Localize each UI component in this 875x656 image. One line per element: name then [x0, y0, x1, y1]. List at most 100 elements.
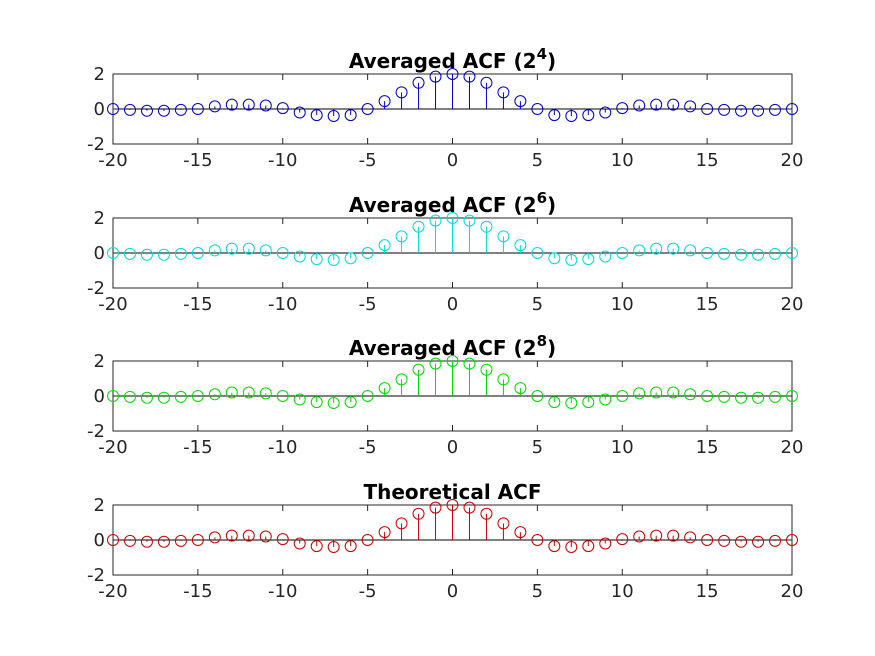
stem-marker: [276, 102, 289, 115]
y-tick-label: 0: [94, 243, 105, 264]
x-tick-label: 20: [781, 150, 804, 171]
stem-marker: [276, 390, 289, 402]
stem-marker: [259, 387, 272, 400]
stem-marker: [412, 76, 425, 89]
title-exponent: 4: [537, 45, 547, 63]
stem-marker: [395, 373, 408, 386]
stem-marker: [310, 540, 323, 553]
stem-marker: [514, 95, 527, 108]
chart-title: Averaged ACF (26): [349, 189, 556, 217]
stem-marker: [344, 252, 357, 265]
x-tick-label: 10: [611, 581, 634, 602]
title-exponent: 8: [537, 332, 547, 350]
x-tick-label: -20: [98, 150, 127, 171]
stem-marker: [123, 534, 136, 547]
stem-marker: [225, 242, 238, 255]
stem-marker: [548, 540, 561, 553]
stem-marker: [344, 396, 357, 409]
title-text: Averaged ACF (2: [349, 49, 537, 73]
stem-marker: [752, 535, 765, 548]
stem-marker: [310, 109, 323, 122]
stem-marker: [259, 530, 272, 543]
y-tick-label: 2: [94, 208, 105, 229]
stem-marker: [123, 247, 136, 260]
x-tick-label: -10: [268, 150, 297, 171]
x-tick-label: 10: [611, 294, 634, 315]
stem-marker: [174, 247, 187, 260]
stem-marker: [157, 104, 170, 117]
stem-marker: [701, 103, 714, 115]
stem-marker: [718, 247, 731, 260]
x-tick-label: -5: [359, 150, 377, 171]
stem-marker: [667, 529, 680, 542]
stem-marker: [769, 390, 782, 403]
stem-marker: [259, 99, 272, 112]
stem-marker: [208, 244, 221, 257]
stem-marker: [769, 534, 782, 547]
stem-marker: [463, 357, 476, 370]
x-tick-label: 5: [532, 294, 543, 315]
x-tick-label: -10: [268, 437, 297, 458]
x-tick-label: -15: [183, 581, 212, 602]
stem-marker: [208, 531, 221, 544]
title-text: Averaged ACF (2: [349, 193, 537, 217]
stem-marker: [140, 535, 153, 548]
x-tick-label: 20: [781, 581, 804, 602]
stem-marker: [582, 540, 595, 553]
title-close: ): [547, 49, 556, 73]
stem-marker: [446, 499, 459, 511]
y-tick-label: 2: [94, 64, 105, 85]
stem-marker: [378, 526, 391, 539]
stem-marker: [191, 247, 204, 259]
x-tick-label: 0: [447, 294, 458, 315]
stem-marker: [701, 390, 714, 402]
x-tick-label: -5: [359, 437, 377, 458]
stem-marker: [531, 534, 544, 546]
stem-marker: [684, 531, 697, 544]
stem-marker: [378, 239, 391, 252]
stem-marker: [412, 363, 425, 376]
stem-marker: [514, 382, 527, 395]
stem-marker: [480, 363, 493, 376]
stem-marker: [225, 98, 238, 111]
stem-marker: [242, 386, 255, 399]
stem-marker: [582, 253, 595, 266]
stem-marker: [565, 110, 578, 122]
y-tick-label: 0: [94, 99, 105, 120]
stem-marker: [684, 244, 697, 257]
stem-marker: [191, 390, 204, 402]
stem-marker: [667, 386, 680, 399]
stem-marker: [429, 70, 442, 83]
stem-marker: [480, 220, 493, 233]
stem-marker: [548, 252, 561, 265]
stem-marker: [701, 247, 714, 259]
x-tick-label: -15: [183, 294, 212, 315]
x-tick-label: -15: [183, 437, 212, 458]
stem-marker: [293, 393, 306, 406]
stem-marker: [378, 382, 391, 395]
stem-marker: [786, 247, 798, 259]
stem-marker: [786, 390, 798, 402]
stem-marker: [582, 396, 595, 409]
stem-marker: [361, 390, 374, 402]
stem-marker: [242, 529, 255, 542]
y-tick-label: -2: [87, 134, 105, 155]
stem-marker: [293, 106, 306, 119]
stem-marker: [327, 254, 340, 266]
x-tick-label: -20: [98, 437, 127, 458]
stem-marker: [531, 247, 544, 259]
stem-marker: [599, 393, 612, 406]
stem-marker: [157, 535, 170, 548]
chart-title: Theoretical ACF: [363, 480, 541, 504]
stem-marker: [107, 534, 119, 546]
stem-marker: [327, 541, 340, 553]
stem-marker: [548, 109, 561, 122]
stem-marker: [650, 386, 663, 399]
stem-marker: [429, 501, 442, 514]
stem-marker: [531, 390, 544, 402]
stem-marker: [582, 109, 595, 122]
stem-marker: [429, 357, 442, 370]
title-text: Theoretical ACF: [363, 480, 541, 504]
